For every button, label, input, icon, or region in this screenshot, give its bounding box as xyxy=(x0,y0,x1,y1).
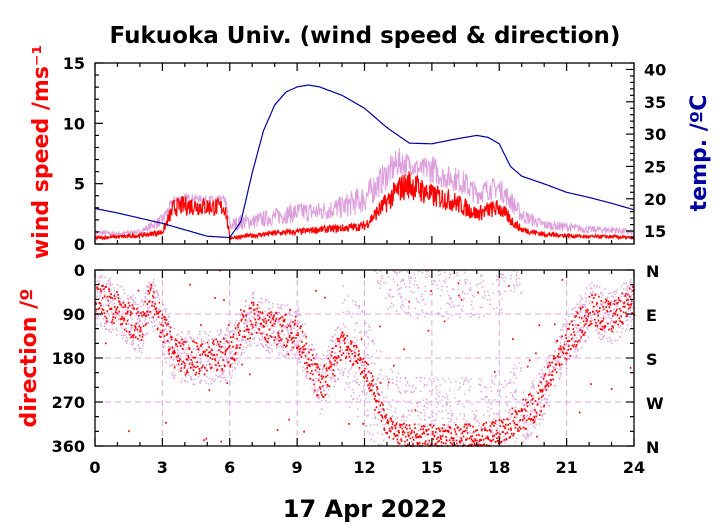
wind-tick-label: 10 xyxy=(63,114,85,133)
wind-tick-label: 5 xyxy=(74,175,85,194)
wind-tick-label: 15 xyxy=(63,54,85,73)
x-tick-label: 21 xyxy=(555,458,577,477)
direction-tick-label: 90 xyxy=(63,305,85,324)
temp-tick-label: 20 xyxy=(644,190,666,209)
x-tick-label: 0 xyxy=(89,458,100,477)
direction-tick-label: 180 xyxy=(52,349,85,368)
temperature-axis-label: temp. /ºC xyxy=(687,95,712,212)
compass-tick-label: N xyxy=(646,262,659,281)
wind-gust-series xyxy=(94,148,635,237)
direction-tick-label: 0 xyxy=(74,261,85,280)
wind-tick-label: 0 xyxy=(74,235,85,254)
compass-tick-label: S xyxy=(646,350,658,369)
temperature-series xyxy=(94,84,635,239)
temp-tick-label: 30 xyxy=(644,125,666,144)
temp-tick-label: 25 xyxy=(644,157,666,176)
direction-axis-label: direction /º xyxy=(17,288,42,427)
instant-direction-series xyxy=(95,269,636,447)
temp-tick-label: 40 xyxy=(644,60,666,79)
temp-tick-label: 35 xyxy=(644,93,666,112)
chart-title: Fukuoka Univ. (wind speed & direction) xyxy=(110,23,621,49)
mean-direction-series xyxy=(95,269,636,447)
x-tick-label: 24 xyxy=(623,458,645,477)
direction-tick-label: 360 xyxy=(52,437,85,456)
top-plot-frame xyxy=(94,62,635,245)
axes: 0 3 6 9 12 15 18 21 24 0 5 10 15 15 20 25 30 35 40 0 90 180 27… xyxy=(52,54,667,477)
wind-speed-panel xyxy=(94,84,635,241)
wind-mean-series xyxy=(94,171,635,241)
x-tick-label: 12 xyxy=(353,458,375,477)
date-axis-label: 17 Apr 2022 xyxy=(283,495,448,523)
x-tick-label: 15 xyxy=(421,458,443,477)
compass-tick-label: E xyxy=(646,306,657,325)
compass-tick-label: N xyxy=(646,438,659,457)
wind-speed-axis-label: wind speed /ms⁻¹ xyxy=(29,45,54,259)
direction-tick-label: 270 xyxy=(52,393,85,412)
compass-tick-label: W xyxy=(646,394,664,413)
x-tick-label: 6 xyxy=(224,458,235,477)
x-tick-label: 18 xyxy=(488,458,510,477)
x-tick-label: 9 xyxy=(292,458,303,477)
direction-panel xyxy=(95,269,636,447)
temp-tick-label: 15 xyxy=(644,222,666,241)
x-tick-label: 3 xyxy=(157,458,168,477)
